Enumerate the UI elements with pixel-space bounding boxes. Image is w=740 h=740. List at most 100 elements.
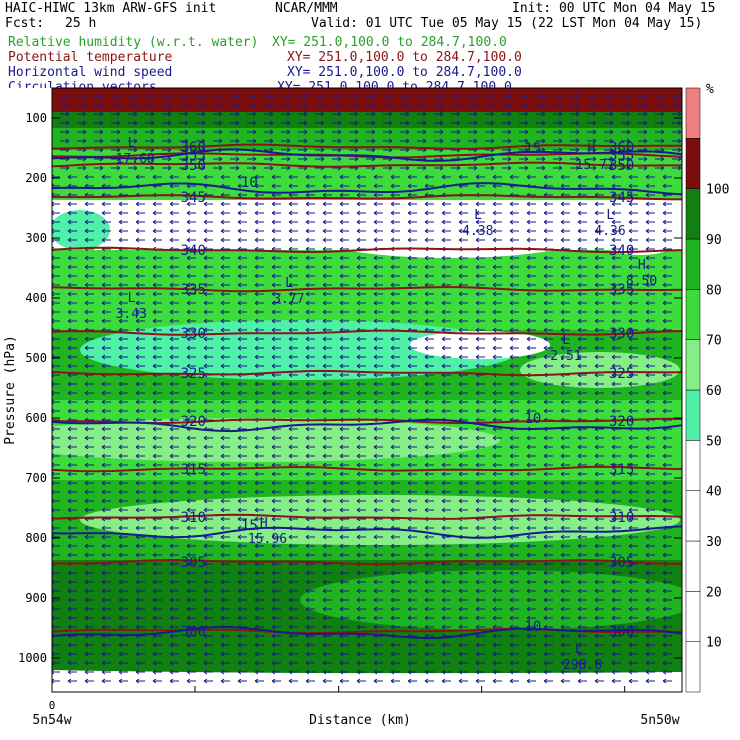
- wind-vector-head: [407, 291, 412, 297]
- wind-vector-head: [524, 165, 529, 171]
- wind-vector-head: [492, 219, 497, 225]
- wind-vector-head: [422, 129, 427, 135]
- wind-vector-head: [441, 507, 446, 513]
- wind-vector-head: [220, 651, 225, 657]
- wind-vector-head: [543, 408, 548, 414]
- wind-vector-head: [373, 498, 378, 504]
- wind-vector-head: [475, 300, 480, 306]
- wind-vector-head: [288, 633, 293, 639]
- wind-vector-head: [305, 534, 310, 540]
- wind-vector-head: [543, 507, 548, 513]
- wind-vector-head: [475, 489, 480, 495]
- wind-vector-head: [237, 363, 242, 369]
- wind-vector-head: [322, 480, 327, 486]
- wind-vector-head: [135, 381, 140, 387]
- wind-vector-head: [322, 282, 327, 288]
- wind-vector-head: [645, 390, 650, 396]
- wind-vector-head: [424, 660, 429, 666]
- wind-vector-head: [67, 435, 72, 441]
- wind-vector-head: [577, 480, 582, 486]
- wind-vector-head: [662, 435, 667, 441]
- wind-vector-head: [390, 228, 395, 234]
- wind-vector-head: [201, 120, 206, 126]
- wind-vector-head: [475, 381, 480, 387]
- wind-vector-head: [305, 489, 310, 495]
- wind-vector-head: [524, 102, 529, 108]
- wind-vector-head: [526, 282, 531, 288]
- wind-vector-head: [339, 588, 344, 594]
- wind-vector-head: [526, 615, 531, 621]
- wind-vector-head: [373, 651, 378, 657]
- wind-vector-head: [254, 471, 259, 477]
- wind-vector-head: [628, 192, 633, 198]
- wind-vector-head: [135, 174, 140, 180]
- wind-vector-head: [662, 300, 667, 306]
- wind-vector-head: [337, 129, 342, 135]
- wind-vector-head: [594, 282, 599, 288]
- wind-vector-head: [235, 111, 240, 117]
- wind-vector-head: [609, 93, 614, 99]
- wind-vector-head: [594, 660, 599, 666]
- wind-vector-head: [611, 237, 616, 243]
- wind-vector-head: [475, 561, 480, 567]
- wind-vector-head: [101, 300, 106, 306]
- wind-vector-head: [135, 318, 140, 324]
- wind-vector-head: [424, 264, 429, 270]
- wind-vector-head: [373, 336, 378, 342]
- wind-vector-head: [662, 291, 667, 297]
- wind-vector-head: [645, 552, 650, 558]
- wind-vector-head: [543, 489, 548, 495]
- wind-vector-head: [524, 129, 529, 135]
- wind-vector-head: [133, 129, 138, 135]
- wind-vector-head: [645, 300, 650, 306]
- wind-vector-head: [101, 615, 106, 621]
- wind-vector-head: [645, 318, 650, 324]
- wind-vector-head: [220, 660, 225, 666]
- wind-vector-head: [186, 615, 191, 621]
- wind-vector-head: [543, 615, 548, 621]
- wind-vector-head: [526, 471, 531, 477]
- wind-vector-head: [288, 390, 293, 396]
- wind-vector-head: [492, 579, 497, 585]
- wind-vector-head: [526, 498, 531, 504]
- wind-vector-head: [543, 201, 548, 207]
- wind-speed-label: 15: [241, 518, 258, 534]
- theta-contour-label: 345: [181, 190, 206, 206]
- wind-vector-head: [84, 606, 89, 612]
- wind-vector-head: [135, 570, 140, 576]
- wind-vector-head: [594, 669, 599, 675]
- wind-vector-head: [458, 561, 463, 567]
- wind-vector-head: [560, 471, 565, 477]
- wind-vector-head: [611, 579, 616, 585]
- wind-vector-head: [220, 210, 225, 216]
- wind-vector-head: [628, 246, 633, 252]
- wind-vector-head: [152, 651, 157, 657]
- wind-vector-head: [407, 174, 412, 180]
- wind-vector-head: [152, 525, 157, 531]
- wind-vector-head: [237, 660, 242, 666]
- wind-vector-head: [560, 408, 565, 414]
- wind-vector-head: [220, 516, 225, 522]
- wind-vector-head: [169, 489, 174, 495]
- wind-vector-head: [167, 129, 172, 135]
- wind-vector-head: [152, 291, 157, 297]
- wind-vector-head: [458, 435, 463, 441]
- wind-vector-head: [203, 219, 208, 225]
- wind-vector-head: [67, 345, 72, 351]
- wind-vector-head: [560, 633, 565, 639]
- wind-vector-head: [662, 444, 667, 450]
- wind-vector-head: [628, 273, 633, 279]
- wind-vector-head: [152, 201, 157, 207]
- wind-vector-head: [458, 201, 463, 207]
- wind-vector-head: [560, 354, 565, 360]
- wind-vector-head: [407, 183, 412, 189]
- wind-vector-head: [677, 120, 682, 126]
- wind-vector-head: [475, 471, 480, 477]
- wind-vector-head: [169, 552, 174, 558]
- wind-vector-head: [492, 606, 497, 612]
- wind-vector-head: [169, 435, 174, 441]
- wind-vector-head: [388, 129, 393, 135]
- wind-vector-head: [509, 498, 514, 504]
- wind-vector-head: [560, 642, 565, 648]
- wind-vector-head: [439, 102, 444, 108]
